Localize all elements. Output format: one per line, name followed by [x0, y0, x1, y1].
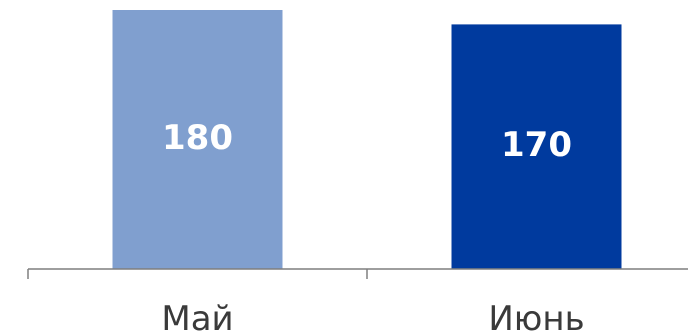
bar-2: [451, 24, 622, 270]
data-label-1: 180: [162, 118, 233, 158]
x-axis: [27, 268, 688, 279]
data-label-2: 170: [501, 125, 572, 165]
labels-group: 180 Май 170 Июнь: [161, 118, 584, 332]
bars-group: [112, 10, 622, 270]
bar-1: [112, 10, 283, 269]
category-label-1: Май: [161, 299, 233, 332]
category-label-2: Июнь: [488, 299, 584, 332]
